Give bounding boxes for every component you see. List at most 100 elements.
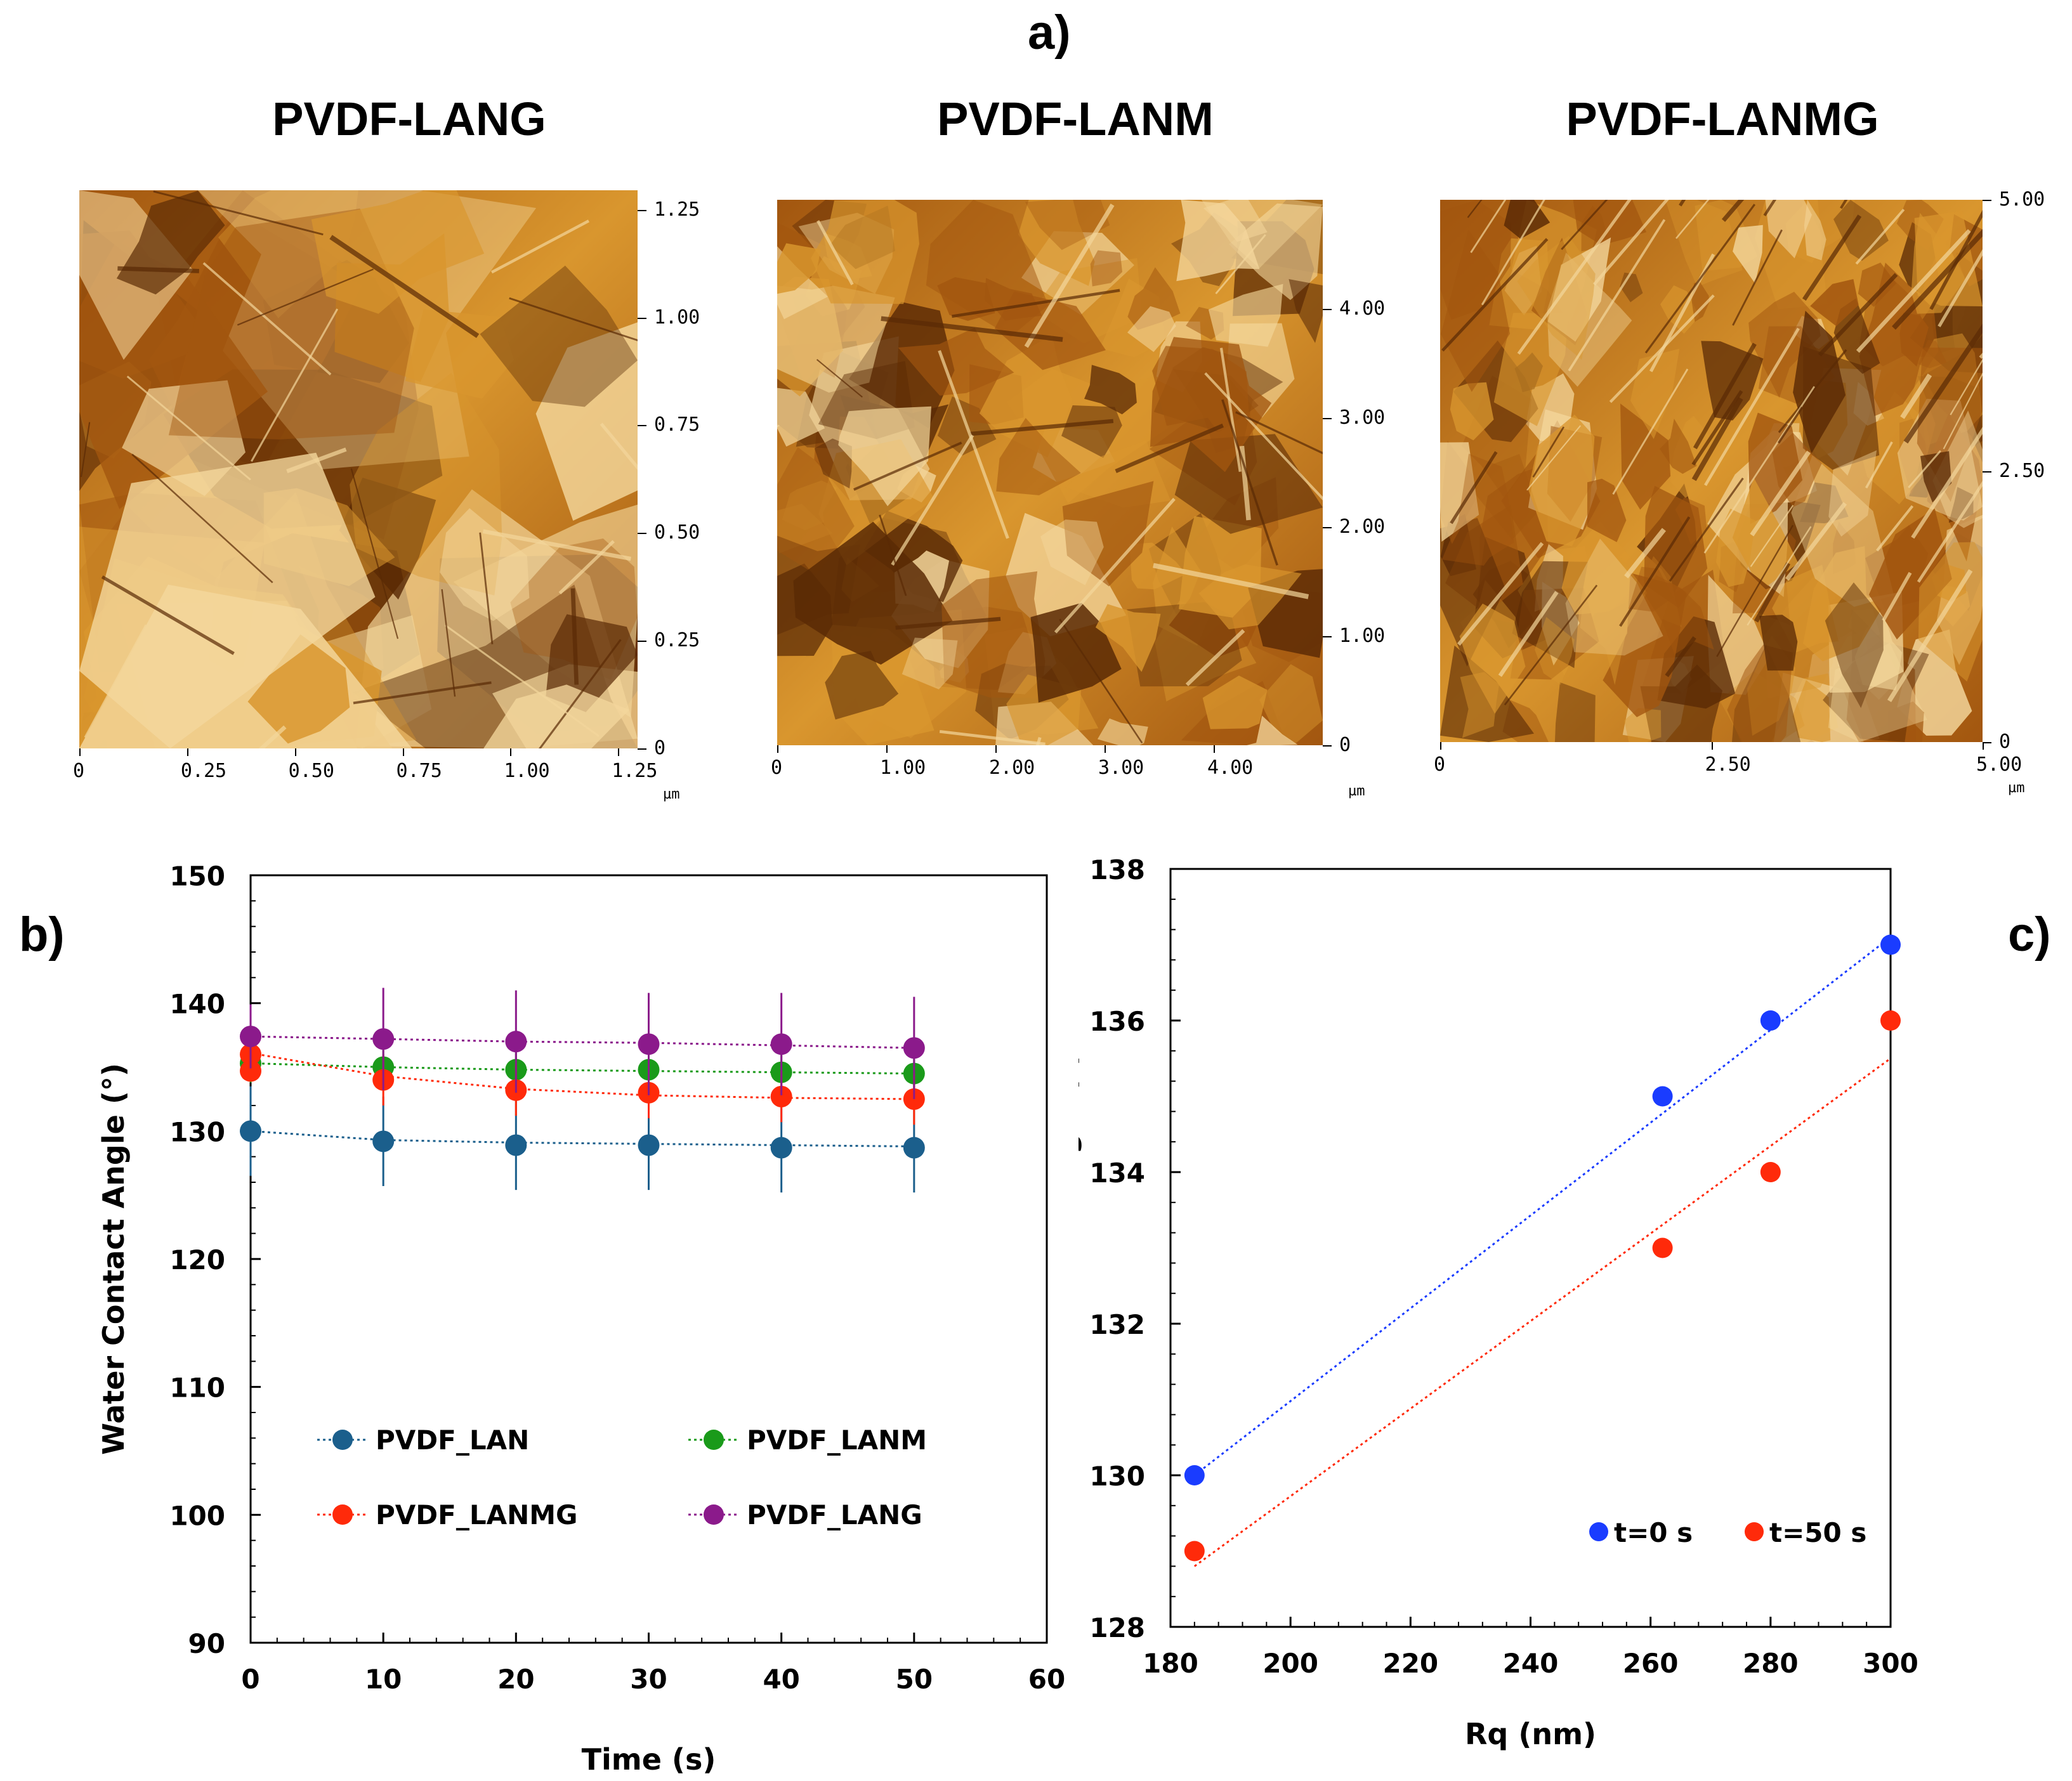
afm-streak [491,219,590,274]
afm-streak [1929,209,1983,310]
afm-x-tick-mark [1711,742,1713,750]
afm-feature [937,277,995,321]
y-tick-label: 140 [169,989,225,1020]
afm-streak [1691,390,1743,466]
afm-feature [777,388,825,447]
afm-feature [1603,573,1687,717]
afm-feature [1573,200,1646,245]
afm-feature [1040,519,1104,585]
afm-feature [480,265,638,407]
afm-x-tick: 1.00 [504,760,550,782]
afm-x-tick-mark [1440,742,1441,750]
afm-streak [1024,204,1115,348]
data-point-PVDF_LANMG [770,1085,792,1107]
y-tick-label: 138 [1089,854,1145,885]
afm-streak [1777,407,1804,444]
afm-streak [117,266,199,273]
legend-label: PVDF_LAN [376,1425,529,1456]
afm-feature [1825,582,1884,708]
afm-feature [1176,200,1260,282]
afm-feature [1084,365,1137,415]
afm-streak [1675,200,1710,239]
afm-feature [1528,414,1595,547]
afm-streak [1450,451,1498,525]
afm-streak [1754,562,1791,623]
afm-streak [891,434,974,566]
data-point-PVDF_LAN [505,1134,527,1156]
afm-streak [1215,234,1266,294]
y-tick-label: 134 [1089,1158,1145,1189]
afm-feature [1580,556,1647,685]
afm-streak [1504,584,1598,706]
afm-streak [1732,229,1783,326]
afm-streak [237,268,374,326]
legend-marker [1589,1522,1608,1541]
afm-streak [816,219,854,285]
afm-streak [1887,569,1973,703]
afm-streak [1619,516,1691,627]
afm-streak [969,419,1114,436]
afm-streak [444,624,600,737]
afm-feature [1554,682,1596,742]
y-axis-label: Water Contact Angle (°) [96,1063,131,1455]
afm-feature [1899,312,1929,367]
afm-y-tick-mark [1983,742,1991,743]
afm-feature [1833,200,1889,261]
afm-x-tick: 0.50 [288,760,334,782]
afm-streak [938,349,1009,539]
y-tick-label: 136 [1089,1006,1145,1037]
afm-feature [1810,279,1859,327]
afm-streak [853,441,962,491]
afm-streak [1778,349,1847,433]
y-tick-label: 130 [169,1116,225,1147]
afm-streak [1938,249,1983,327]
afm-x-tick-mark [294,748,296,756]
afm-feature [1450,382,1494,441]
afm-streak [1612,369,1689,495]
afm-feature [1062,481,1154,587]
y-tick-label: 130 [1089,1461,1145,1492]
afm-streak [350,468,399,639]
afm-feature [1828,643,1927,742]
afm-y-tick: 0.50 [654,521,700,544]
afm-streak [1498,590,1559,677]
afm-feature [941,571,1046,698]
afm-feature [1517,235,1596,360]
afm-streak [509,297,638,342]
afm-feature [1440,442,1479,542]
afm-y-tick: 0 [654,737,666,759]
afm-streak [1704,327,1800,486]
afm-streak [286,447,347,473]
x-tick-label: 180 [1143,1648,1198,1679]
afm-feature [793,521,953,665]
afm-feature [1733,225,1763,284]
afm-feature [1547,237,1611,342]
y-tick-label: 90 [188,1628,225,1659]
afm-streak [1750,505,1794,568]
afm-feature [1288,279,1323,343]
afm-streak [1911,426,1983,539]
legend-marker [1745,1522,1764,1541]
afm-x-tick: 0 [771,757,783,779]
afm-streak [1561,200,1608,251]
x-tick-label: 10 [365,1664,402,1695]
afm-streak [1917,480,1983,583]
afm-streak [816,359,863,398]
afm-feature [1803,546,1882,662]
fit-line-PVDF_LANMG [250,1052,914,1100]
afm-streak [1669,477,1744,582]
afm-feature [849,301,955,429]
afm-feature [898,327,1014,396]
data-point-PVDF_LANG [372,1028,395,1050]
afm-streak [1532,426,1565,478]
afm-streak [558,540,615,595]
afm-streak [1526,425,1582,491]
afm-streak [879,514,907,596]
data-point-PVDF_LANG [903,1037,925,1059]
afm-y-tick-mark [638,641,646,643]
data-point-t=0 s [1880,934,1901,955]
afm-streak [1818,273,1898,357]
afm-x-tick-mark [1214,745,1215,753]
afm-streak [84,624,147,738]
afm-streak [1693,342,1757,450]
